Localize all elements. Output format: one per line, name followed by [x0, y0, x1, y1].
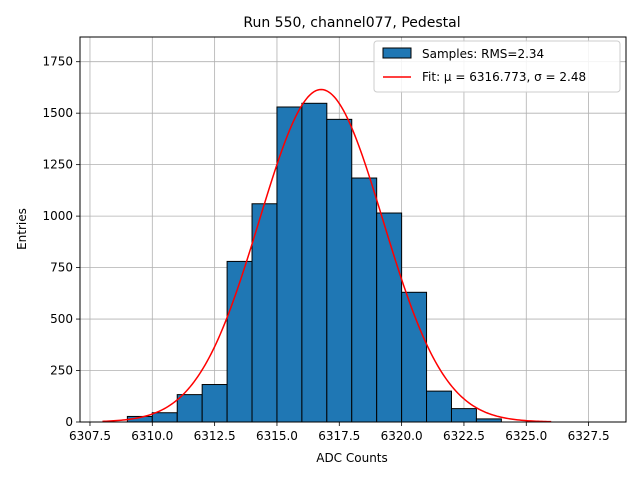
- y-axis-label: Entries: [15, 208, 29, 250]
- y-tick-label: 0: [65, 415, 73, 429]
- x-tick-label: 6327.5: [568, 429, 610, 443]
- legend-fit-label: Fit: μ = 6316.773, σ = 2.48: [422, 70, 586, 84]
- x-tick-label: 6315.0: [256, 429, 298, 443]
- histogram-bar: [251, 203, 278, 423]
- x-axis-label: ADC Counts: [316, 451, 388, 465]
- histogram-bar: [276, 106, 303, 423]
- histogram-bar: [351, 177, 378, 423]
- y-tick-label: 1500: [42, 106, 73, 120]
- histogram-bar: [226, 260, 253, 423]
- histogram-bar: [326, 118, 353, 423]
- plot-area: [79, 36, 627, 423]
- x-tick-label: 6322.5: [443, 429, 485, 443]
- x-tick-label: 6307.5: [69, 429, 111, 443]
- histogram-bar: [201, 384, 228, 423]
- plot-frame: [79, 36, 627, 423]
- histogram-bar: [151, 412, 178, 423]
- x-axis: 6307.5 6310.0 6312.5 6315.0 6317.5 6320.0 6322…: [69, 422, 610, 443]
- legend: Samples: RMS=2.34 Fit: μ = 6316.773, σ =…: [373, 40, 621, 93]
- x-tick-label: 6310.0: [131, 429, 173, 443]
- histogram-bar: [376, 212, 403, 423]
- y-tick-label: 250: [50, 364, 73, 378]
- legend-histogram-swatch: [382, 47, 412, 59]
- y-tick-label: 1750: [42, 55, 73, 69]
- histogram-bar: [426, 390, 452, 423]
- histogram-bar: [450, 408, 477, 423]
- x-tick-label: 6325.0: [505, 429, 547, 443]
- histogram-bars: [126, 102, 502, 423]
- histogram-bar: [401, 291, 428, 423]
- x-tick-label: 6312.5: [194, 429, 236, 443]
- y-axis: 0 250 500 750 1000 1250 1500 1750: [42, 55, 80, 429]
- y-tick-label: 1000: [42, 209, 73, 223]
- x-tick-label: 6317.5: [318, 429, 360, 443]
- legend-histogram-label: Samples: RMS=2.34: [422, 47, 544, 61]
- y-tick-label: 500: [50, 312, 73, 326]
- y-tick-label: 750: [50, 261, 73, 275]
- histogram-bar: [301, 102, 328, 423]
- chart-title: Run 550, channel077, Pedestal: [243, 15, 460, 31]
- legend-box: [373, 40, 621, 93]
- y-tick-label: 1250: [42, 158, 73, 172]
- histogram-bar: [176, 394, 203, 423]
- fit-curve: [102, 88, 552, 423]
- x-tick-label: 6320.0: [381, 429, 423, 443]
